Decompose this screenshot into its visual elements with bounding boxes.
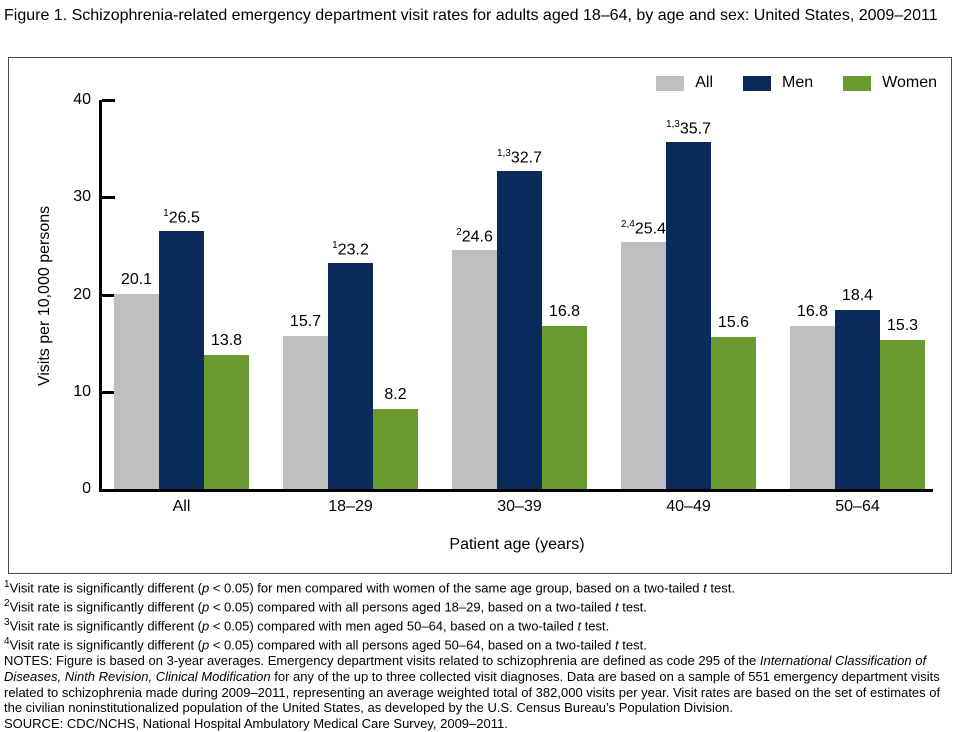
value-footnote-marker: 2,4 — [620, 218, 635, 230]
italic-text: t — [703, 580, 707, 596]
bar-value-label: 2,425.4 — [620, 218, 667, 238]
bar-value-label: 16.8 — [548, 302, 581, 320]
bar-value-label: 15.3 — [886, 317, 919, 335]
bar-men-0 — [159, 231, 204, 489]
notes-block: 1Visit rate is significantly different (… — [4, 577, 956, 732]
legend-label: Women — [882, 74, 937, 91]
italic-text: p — [202, 599, 210, 615]
value-footnote-marker: 2 — [456, 226, 462, 238]
legend-item-men: Men — [743, 74, 813, 92]
bar-value-label: 224.6 — [456, 226, 493, 246]
text: Visit rate is significantly different ( — [9, 580, 202, 596]
x-category-label: 18–29 — [328, 498, 373, 515]
bar-all-3 — [621, 241, 666, 489]
x-category-label: 30–39 — [497, 498, 542, 515]
bar-value-label: 1,332.7 — [496, 147, 543, 167]
y-tick-label: 10 — [73, 382, 91, 400]
bar-value-label: 13.8 — [210, 331, 243, 349]
x-category-label: 50–64 — [835, 498, 880, 515]
x-axis-title: Patient age (years) — [449, 536, 585, 553]
bar-men-2 — [497, 170, 542, 489]
legend-label: Men — [782, 74, 814, 91]
italic-text: t — [615, 599, 619, 615]
bar-men-4 — [835, 310, 880, 489]
legend-label: All — [695, 74, 714, 91]
text: < 0.05) for men compared with women of t… — [209, 580, 704, 596]
footnote-marker: 1 — [4, 579, 10, 590]
bar-value-label: 126.5 — [163, 208, 200, 227]
y-tick-label: 0 — [82, 480, 91, 497]
italic-text: p — [202, 580, 210, 596]
notes-paragraph: NOTES: Figure is based on 3-year average… — [4, 653, 956, 716]
bar-value-label: 8.2 — [384, 386, 407, 404]
text: Visit rate is significantly different ( — [9, 599, 202, 615]
text: < 0.05) compared with men aged 50–64, ba… — [209, 618, 578, 634]
y-tick — [102, 196, 115, 200]
legend-swatch-all — [656, 75, 685, 91]
bar-value-label: 1,335.7 — [665, 118, 712, 138]
x-category-label: 40–49 — [666, 498, 711, 515]
bar-value-label: 123.2 — [332, 240, 369, 259]
footnote-marker: 3 — [4, 617, 10, 629]
x-category-label: All — [172, 498, 191, 515]
italic-text: t — [615, 637, 619, 653]
bar-all-1 — [283, 336, 328, 489]
figure-title: Figure 1. Schizophrenia-related emergenc… — [4, 7, 938, 24]
bar-all-4 — [790, 325, 835, 489]
footnote-4: 4Visit rate is significantly different (… — [4, 634, 956, 653]
bar-men-1 — [328, 263, 373, 489]
footnote-3: 3Visit rate is significantly different (… — [4, 615, 956, 634]
text: test. — [706, 580, 735, 596]
bar-women-2 — [542, 325, 587, 489]
text: < 0.05) compared with all persons aged 1… — [209, 599, 616, 615]
legend-item-women: Women — [843, 74, 937, 92]
text: test. — [618, 599, 647, 615]
y-tick-label: 30 — [73, 188, 91, 206]
text: test. — [618, 637, 647, 653]
bar-all-0 — [114, 293, 159, 489]
footnote-marker: 2 — [4, 598, 10, 610]
legend-item-all: All — [656, 74, 713, 92]
x-axis-line — [99, 489, 933, 492]
chart-frame: All Men Women Visits per 10,000 persons Pa… — [8, 57, 952, 574]
y-tick — [102, 293, 115, 297]
y-axis-line — [99, 100, 102, 492]
value-footnote-marker: 1,3 — [665, 118, 680, 130]
legend-swatch-women — [843, 75, 872, 91]
italic-text: p — [202, 618, 210, 634]
bar-value-label: 15.6 — [717, 314, 750, 332]
footnote-marker: 4 — [4, 636, 10, 648]
bar-men-3 — [666, 141, 711, 489]
y-tick — [102, 390, 115, 394]
y-tick-label: 40 — [73, 91, 91, 108]
text: for any of the up to three collected vis… — [4, 668, 941, 716]
bar-women-3 — [711, 337, 756, 489]
chart-legend: All Men Women — [656, 74, 937, 92]
italic-text: p — [202, 637, 210, 653]
footnote-1: 1Visit rate is significantly different (… — [4, 577, 956, 596]
bar-women-4 — [880, 340, 925, 489]
text: < 0.05) compared with all persons aged 5… — [209, 637, 616, 653]
italic-text: International Classification of Diseases… — [4, 653, 927, 684]
bar-women-0 — [204, 354, 249, 489]
y-tick-label: 20 — [73, 285, 91, 303]
bar-all-2 — [452, 249, 497, 489]
text: NOTES: Figure is based on 3-year average… — [4, 653, 760, 669]
italic-text: t — [577, 618, 582, 634]
text: Visit rate is significantly different ( — [9, 618, 202, 634]
text: test. — [581, 618, 610, 634]
value-footnote-marker: 1 — [163, 208, 169, 220]
bar-value-label: 18.4 — [841, 287, 874, 305]
bar-value-label: 16.8 — [796, 302, 829, 320]
bar-women-1 — [373, 409, 418, 489]
bar-value-label: 20.1 — [120, 270, 153, 288]
value-footnote-marker: 1 — [332, 240, 338, 252]
footnote-2: 2Visit rate is significantly different (… — [4, 596, 956, 615]
legend-swatch-men — [743, 75, 772, 91]
bar-value-label: 15.7 — [289, 313, 322, 331]
value-footnote-marker: 1,3 — [496, 147, 511, 159]
source-line: SOURCE: CDC/NCHS, National Hospital Ambu… — [4, 715, 508, 731]
text: Visit rate is significantly different ( — [9, 637, 202, 653]
y-tick — [102, 99, 115, 102]
